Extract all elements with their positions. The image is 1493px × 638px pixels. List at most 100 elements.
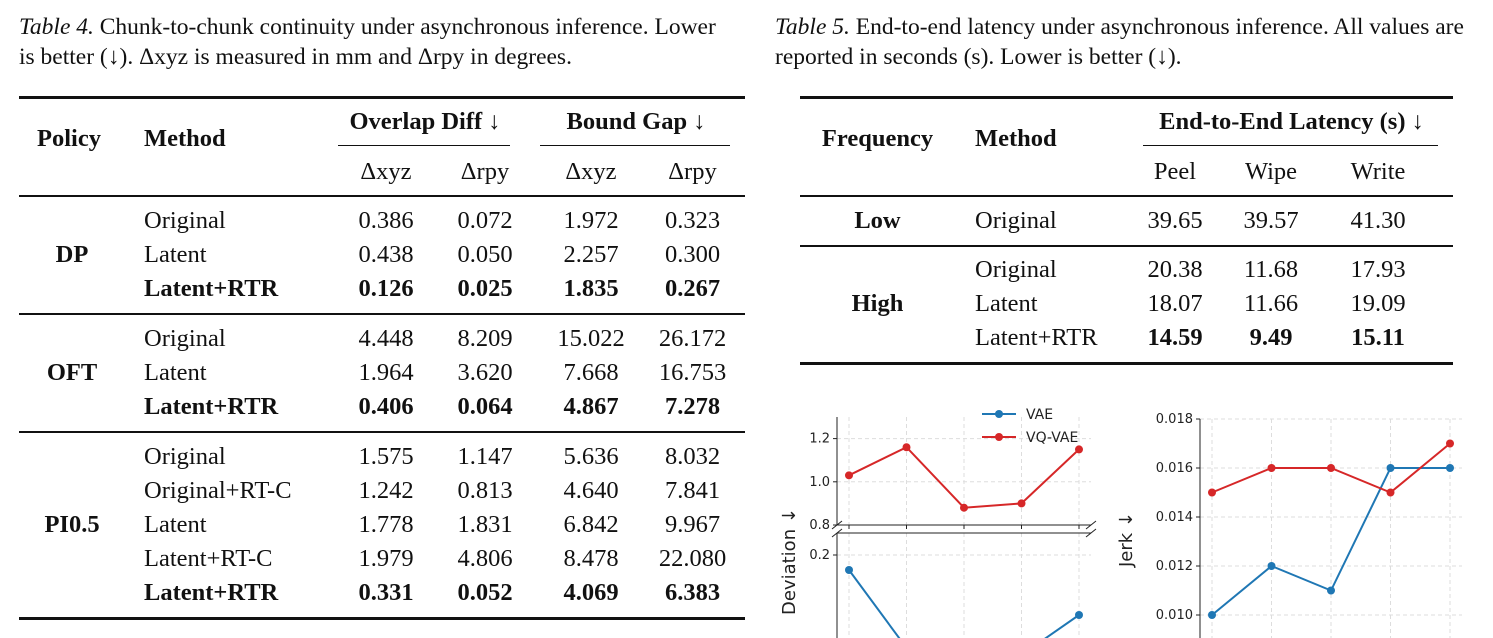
- table4-caption-text: Chunk-to-chunk continuity under asynchro…: [19, 14, 716, 70]
- method-cell: Latent+RTR: [144, 579, 279, 606]
- method-cell: Original+RT-C: [144, 477, 292, 504]
- data-point-vq-vae: [1386, 488, 1395, 497]
- header-policy: Policy: [37, 125, 101, 152]
- method-cell: Original: [975, 256, 1057, 283]
- y-tick-label: 0.012: [1156, 559, 1193, 574]
- value-cell: 26.172: [658, 325, 727, 352]
- data-point-vae: [1075, 611, 1083, 619]
- value-cell: 11.68: [1243, 256, 1299, 283]
- value-cell: 4.448: [358, 325, 414, 352]
- method-cell: Latent: [144, 511, 207, 538]
- value-cell: 0.813: [457, 477, 513, 504]
- policy-dp: DP: [55, 241, 89, 268]
- value-cell: 0.323: [664, 207, 721, 234]
- axis-break-mark: [831, 520, 843, 530]
- subheader-dxyz: Δxyz: [360, 158, 412, 185]
- value-cell: 7.278: [664, 393, 721, 420]
- legend-label-vq-vae: VQ-VAE: [1026, 430, 1078, 446]
- value-cell: 1.972: [563, 207, 619, 234]
- header-method: Method: [975, 125, 1057, 152]
- method-cell: Latent+RTR: [144, 393, 279, 420]
- value-cell: 4.069: [563, 579, 619, 606]
- value-cell: 0.267: [664, 275, 721, 302]
- y-tick-label: 1.0: [809, 475, 830, 490]
- table4-header-rule: [19, 195, 745, 197]
- value-cell: 8.209: [457, 325, 513, 352]
- table5-bottom-rule: [800, 362, 1453, 365]
- data-point-vq-vae: [1327, 464, 1335, 472]
- data-point-vae: [1386, 464, 1395, 472]
- table4-bottom-rule: [19, 617, 745, 620]
- value-cell: 8.032: [664, 443, 721, 470]
- value-cell: 19.09: [1350, 290, 1406, 317]
- value-cell: 0.331: [358, 579, 414, 606]
- axis-break-mark: [831, 528, 843, 538]
- method-cell: Original: [144, 207, 226, 234]
- legend-marker: [995, 410, 1003, 418]
- overlap-cmid-rule: [338, 145, 510, 147]
- table5-header-rule: [800, 195, 1453, 197]
- y-tick-label: 0.2: [809, 548, 830, 563]
- legend-label-vae: VAE: [1026, 407, 1053, 423]
- value-cell: 39.57: [1243, 207, 1299, 234]
- method-cell: Latent+RT-C: [144, 545, 273, 572]
- value-cell: 2.257: [563, 241, 619, 268]
- axis-break-mark: [1085, 528, 1097, 538]
- header-bound-gap: Bound Gap ↓: [566, 108, 706, 135]
- method-cell: Latent: [144, 241, 207, 268]
- table5-top-rule: [800, 96, 1453, 99]
- value-cell: 1.575: [358, 443, 414, 470]
- series-line-vq-vae: [848, 446, 1080, 509]
- data-point-vq-vae: [1267, 464, 1276, 472]
- value-cell: 1.979: [358, 545, 414, 572]
- value-cell: 16.753: [658, 359, 727, 386]
- y-tick-label: 0.8: [809, 518, 830, 533]
- subheader-wipe: Wipe: [1244, 158, 1298, 185]
- value-cell: 7.668: [563, 359, 619, 386]
- header-overlap-diff: Overlap Diff ↓: [349, 108, 501, 135]
- y-tick-label: 1.2: [809, 432, 830, 447]
- axis-break-mark: [1085, 520, 1097, 530]
- series-line-vae: [848, 569, 1080, 638]
- header-method: Method: [144, 125, 226, 152]
- value-cell: 0.064: [457, 393, 513, 420]
- frequency-low: Low: [854, 207, 901, 234]
- value-cell: 18.07: [1147, 290, 1203, 317]
- bound-cmid-rule: [540, 145, 730, 147]
- y-tick-label: 0.014: [1156, 510, 1193, 525]
- data-point-vq-vae: [1208, 488, 1216, 497]
- value-cell: 1.831: [457, 511, 513, 538]
- value-cell: 14.59: [1147, 324, 1203, 351]
- data-point-vq-vae: [902, 443, 911, 452]
- data-point-vae: [1327, 586, 1335, 595]
- value-cell: 4.806: [457, 545, 513, 572]
- value-cell: 6.383: [664, 579, 721, 606]
- table4-group-rule: [19, 431, 745, 433]
- latency-cmid-rule: [1143, 145, 1438, 147]
- data-point-vq-vae: [960, 503, 968, 512]
- data-point-vae: [1267, 562, 1276, 570]
- value-cell: 15.022: [557, 325, 625, 352]
- value-cell: 1.242: [358, 477, 414, 504]
- value-cell: 17.93: [1350, 256, 1406, 283]
- value-cell: 1.147: [457, 443, 513, 470]
- y-axis-label: Jerk ↓: [1116, 512, 1137, 568]
- table4-group-rule: [19, 313, 745, 315]
- y-tick-label: 0.018: [1156, 412, 1193, 427]
- value-cell: 1.964: [358, 359, 414, 386]
- value-cell: 5.636: [563, 443, 619, 470]
- value-cell: 22.080: [658, 545, 727, 572]
- value-cell: 8.478: [563, 545, 619, 572]
- y-axis-label: Deviation ↓: [779, 508, 800, 615]
- table4-top-rule: [19, 96, 745, 99]
- method-cell: Latent: [975, 290, 1038, 317]
- table5-group-rule: [800, 245, 1453, 247]
- data-point-vae: [1208, 611, 1216, 619]
- frequency-high: High: [851, 290, 904, 317]
- subheader-peel: Peel: [1153, 158, 1197, 185]
- value-cell: 9.967: [664, 511, 721, 538]
- header-frequency: Frequency: [821, 125, 934, 152]
- value-cell: 11.66: [1243, 290, 1299, 317]
- value-cell: 7.841: [664, 477, 721, 504]
- data-point-vq-vae: [1075, 445, 1083, 454]
